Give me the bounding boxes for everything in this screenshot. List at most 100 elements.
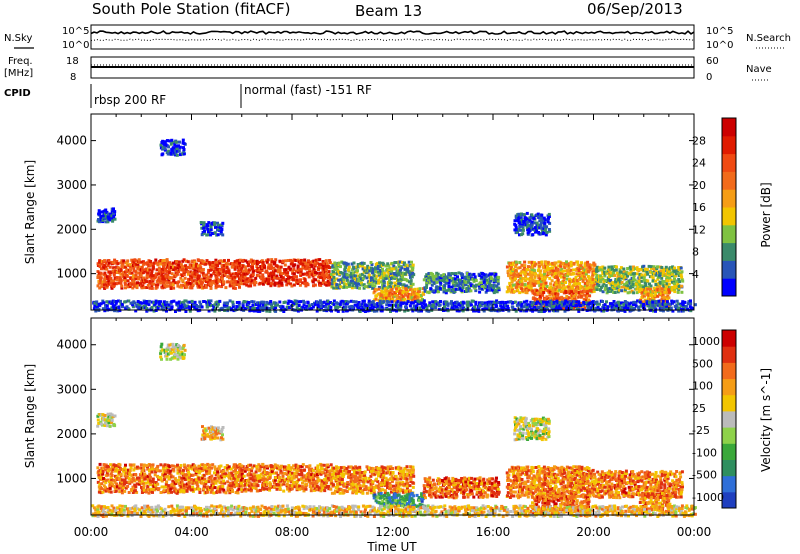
heatmap-cell bbox=[549, 262, 553, 266]
heatmap-cell bbox=[257, 306, 261, 310]
heatmap-cell bbox=[170, 283, 173, 287]
heatmap-cell bbox=[489, 279, 493, 283]
heatmap-cell bbox=[286, 305, 290, 309]
heatmap-cell bbox=[399, 289, 403, 293]
heatmap-cell bbox=[124, 265, 128, 269]
heatmap-cell bbox=[173, 477, 177, 481]
heatmap-cell bbox=[439, 276, 443, 280]
heatmap-cell bbox=[186, 272, 190, 276]
heatmap-cell bbox=[186, 468, 190, 471]
heatmap-cell bbox=[129, 276, 133, 280]
heatmap-cell bbox=[469, 301, 473, 305]
heatmap-cell bbox=[157, 272, 161, 276]
heatmap-cell bbox=[428, 301, 432, 305]
heatmap-cell bbox=[496, 309, 500, 313]
heatmap-cell bbox=[527, 227, 531, 231]
heatmap-cell bbox=[322, 300, 326, 304]
heatmap-cell bbox=[629, 284, 633, 288]
heatmap-cell bbox=[325, 273, 329, 277]
heatmap-cell bbox=[287, 267, 291, 271]
heatmap-cell bbox=[105, 471, 109, 475]
heatmap-cell bbox=[517, 303, 520, 307]
heatmap-cell bbox=[324, 268, 328, 272]
heatmap-cell bbox=[106, 281, 110, 284]
heatmap-cell bbox=[93, 301, 97, 305]
heatmap-cell bbox=[230, 265, 234, 269]
heatmap-cell bbox=[626, 267, 630, 270]
heatmap-cell bbox=[585, 270, 589, 274]
heatmap-cell bbox=[466, 272, 469, 275]
heatmap-cell bbox=[261, 260, 265, 264]
heatmap-cell bbox=[106, 473, 110, 477]
heatmap-cell bbox=[167, 149, 171, 153]
heatmap-cell bbox=[461, 281, 465, 285]
heatmap-cell bbox=[256, 266, 260, 270]
heatmap-cell bbox=[677, 266, 681, 269]
heatmap-cell bbox=[612, 306, 616, 310]
heatmap-cell bbox=[376, 307, 380, 311]
heatmap-cell bbox=[164, 482, 168, 486]
heatmap-cell bbox=[136, 267, 140, 271]
heatmap-cell bbox=[255, 274, 259, 277]
heatmap-cell bbox=[211, 281, 215, 285]
heatmap-cell bbox=[367, 301, 371, 305]
heatmap-cell bbox=[472, 272, 476, 276]
heatmap-cell bbox=[466, 305, 470, 309]
heatmap-cell bbox=[529, 300, 533, 304]
heatmap-cell bbox=[222, 303, 226, 307]
heatmap-cell bbox=[506, 269, 510, 273]
heatmap-cell bbox=[552, 300, 556, 304]
heatmap-cell bbox=[108, 486, 112, 490]
heatmap-cell bbox=[527, 220, 531, 224]
velocity-heatmap-cells bbox=[91, 342, 697, 518]
heatmap-cell bbox=[174, 281, 178, 285]
heatmap-cell bbox=[134, 274, 138, 278]
heatmap-cell bbox=[327, 306, 331, 310]
heatmap-cell bbox=[191, 465, 195, 469]
heatmap-cell bbox=[461, 309, 465, 313]
heatmap-cell bbox=[413, 307, 417, 311]
heatmap-cell bbox=[596, 306, 600, 309]
heatmap-cell bbox=[550, 307, 554, 310]
heatmap-cell bbox=[562, 273, 566, 277]
heatmap-cell bbox=[172, 152, 176, 156]
heatmap-cell bbox=[559, 290, 563, 293]
heatmap-cell bbox=[177, 144, 180, 148]
heatmap-cell bbox=[596, 265, 599, 269]
heatmap-cell bbox=[322, 271, 325, 275]
heatmap-cell bbox=[671, 270, 675, 274]
heatmap-cell bbox=[306, 283, 310, 287]
heatmap-cell bbox=[550, 304, 554, 308]
heatmap-cell bbox=[398, 295, 402, 299]
heatmap-cell bbox=[570, 296, 574, 300]
heatmap-cell bbox=[368, 303, 372, 307]
heatmap-cell bbox=[100, 267, 103, 271]
heatmap-cell bbox=[524, 271, 527, 275]
heatmap-cell bbox=[530, 284, 534, 288]
heatmap-cell bbox=[406, 300, 410, 304]
heatmap-cell bbox=[271, 270, 275, 274]
heatmap-cell bbox=[678, 280, 682, 284]
heatmap-cell bbox=[676, 290, 680, 294]
heatmap-cell bbox=[170, 140, 174, 144]
heatmap-cell bbox=[496, 282, 500, 286]
heatmap-cell bbox=[109, 480, 113, 484]
heatmap-cell bbox=[529, 272, 533, 276]
heatmap-cell bbox=[518, 273, 522, 277]
heatmap-cell bbox=[614, 279, 618, 283]
heatmap-cell bbox=[98, 212, 102, 215]
heatmap-cell bbox=[230, 279, 234, 283]
heatmap-cell bbox=[191, 463, 195, 467]
heatmap-cell bbox=[533, 279, 536, 283]
heatmap-cell bbox=[186, 464, 190, 468]
heatmap-cell bbox=[243, 272, 247, 276]
heatmap-cell bbox=[351, 265, 355, 269]
heatmap-cell bbox=[339, 265, 342, 269]
heatmap-cell bbox=[530, 275, 533, 279]
heatmap-cell bbox=[459, 303, 463, 307]
heatmap-cell bbox=[529, 307, 533, 311]
heatmap-cell bbox=[321, 269, 325, 272]
heatmap-cell bbox=[157, 300, 161, 304]
heatmap-cell bbox=[127, 477, 131, 480]
heatmap-cell bbox=[565, 285, 569, 289]
